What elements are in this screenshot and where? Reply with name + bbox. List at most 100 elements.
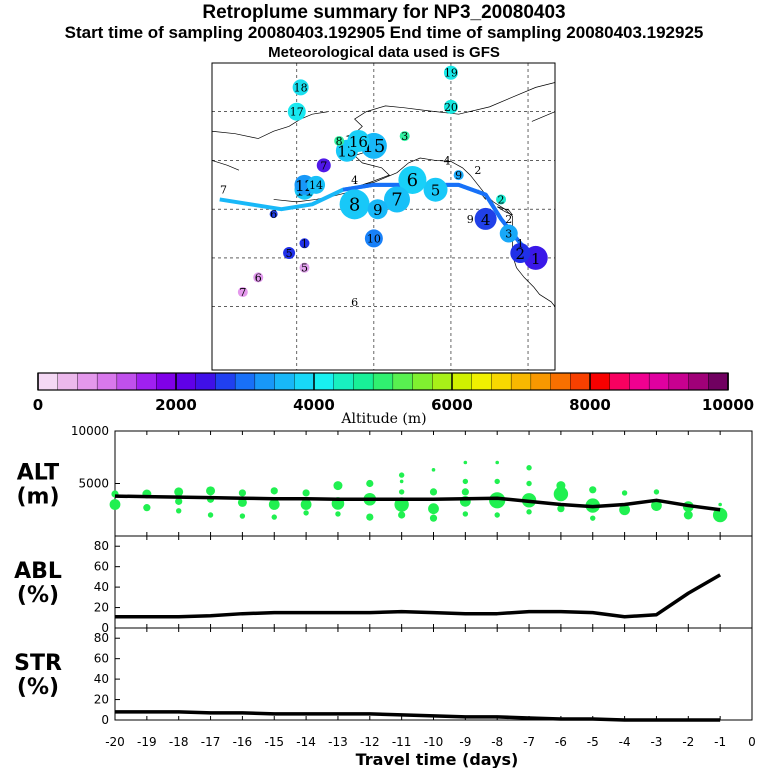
map-cluster-label: 7: [220, 184, 227, 197]
map-cluster-20: 20: [443, 99, 458, 114]
map-cluster-circle: [237, 287, 248, 298]
y-tick-label: 0: [101, 621, 109, 635]
map-cluster-9: 9: [367, 199, 388, 220]
coastline: [497, 206, 513, 216]
map-cluster-label: 14: [309, 179, 323, 192]
panel-alt: 5000 10000 ALT(m): [16, 424, 753, 537]
series-line-abl: [115, 573, 722, 619]
map-cluster-label: 5: [286, 247, 293, 260]
alt-dot: [143, 504, 151, 512]
alt-dot: [526, 465, 532, 471]
map-cluster-circle: [383, 186, 410, 213]
map-cluster-label: 2: [505, 213, 512, 226]
colorbar-swatch: [708, 372, 729, 391]
alt-dot: [398, 472, 405, 478]
alt-dot: [461, 488, 469, 496]
map-cluster-4: 4: [351, 174, 358, 187]
alt-dot: [553, 486, 569, 502]
alt-dot: [300, 499, 312, 510]
x-tick-label: 0: [748, 735, 756, 749]
x-tick-label: -2: [682, 735, 694, 749]
colorbar-swatch: [471, 372, 493, 391]
series-line-str: [115, 710, 721, 722]
panel-frame: [114, 627, 753, 721]
colorbar-tick-label: 8000: [569, 396, 611, 414]
colorbar-swatch: [372, 372, 394, 391]
map-cluster-19: 19: [443, 65, 458, 80]
y-tick-label: 20: [94, 601, 109, 615]
map-cluster-label: 18: [294, 81, 308, 94]
colorbar-tick-label: 10000: [702, 396, 754, 414]
y-tick-label: 5000: [78, 477, 109, 491]
colorbar-tick-label: 4000: [293, 396, 335, 414]
x-tick-label: -3: [650, 735, 662, 749]
alt-dot: [268, 499, 280, 510]
alt-dot: [494, 512, 500, 518]
y-tick-label: 80: [94, 631, 109, 645]
map-cluster-circle: [292, 79, 309, 96]
coastline: [211, 160, 240, 171]
map-cluster-14: 14: [307, 175, 326, 194]
map-cluster-3: 3: [499, 224, 518, 243]
map-cluster-circle: [253, 272, 264, 283]
colorbar-label: Altitude (m): [340, 411, 426, 427]
colorbar-swatch: [392, 372, 414, 391]
map-cluster-circle: [423, 177, 448, 202]
map-cluster-2: 2: [474, 164, 481, 177]
alt-dot: [239, 513, 246, 519]
map-cluster-circle: [283, 247, 296, 260]
panel-ylabel: ABL: [14, 559, 62, 584]
alt-dot: [683, 510, 693, 520]
colorbar-swatch: [254, 372, 276, 391]
alt-dot: [463, 460, 468, 465]
alt-dot: [398, 511, 406, 519]
colorbar-swatch: [648, 372, 670, 391]
map-cluster-3: 3: [399, 130, 410, 143]
alt-dot: [366, 513, 374, 521]
alt-dot: [494, 478, 500, 485]
map-cluster-circle: [269, 210, 278, 219]
map-cluster-label: 1: [517, 237, 524, 250]
y-tick-label: 20: [94, 693, 109, 707]
panel-ylabel: (m): [16, 485, 59, 510]
sampling-time-line: Start time of sampling 20080403.192905 E…: [64, 23, 704, 42]
alt-dot: [526, 509, 532, 515]
y-tick-label: 40: [94, 580, 109, 594]
map-cluster-label: 20: [444, 101, 458, 114]
alt-dot: [303, 510, 309, 516]
colorbar-swatch: [451, 372, 473, 391]
map-cluster-circle: [367, 199, 388, 220]
map-cluster-5: 5: [299, 262, 310, 275]
coastline: [211, 111, 328, 139]
map-cluster-9: 9: [453, 169, 464, 182]
map-cluster-circle: [510, 243, 531, 264]
alt-dot: [175, 497, 183, 505]
series-line-alt: [114, 494, 721, 512]
alt-dot: [428, 503, 439, 515]
x-tick-label: -13: [328, 735, 348, 749]
map-cluster-label: 5: [431, 182, 441, 200]
map-cluster-8: 8: [334, 135, 345, 148]
colorbar-swatch: [294, 372, 315, 391]
x-tick-label: -5: [587, 735, 599, 749]
map-cluster-label: 7: [320, 159, 327, 172]
map-cluster-label: 16: [349, 133, 368, 151]
map-cluster-9: 9: [467, 213, 474, 226]
panel-ylabel: (%): [17, 675, 59, 700]
y-tick-label: 80: [94, 539, 109, 553]
colorbar-swatch: [629, 372, 650, 391]
map-cluster-circle: [496, 194, 507, 205]
map-cluster-label: 8: [336, 135, 343, 148]
x-tick-label: -18: [169, 735, 189, 749]
map-cluster-7: 7: [316, 158, 331, 173]
x-tick-label: -20: [105, 735, 125, 749]
colorbar-swatch: [550, 372, 571, 391]
map-cluster-circle: [334, 135, 345, 146]
coastline: [531, 111, 556, 122]
alt-dot: [653, 489, 660, 495]
y-tick-label: 10000: [71, 424, 109, 438]
map-cluster-label: 9: [467, 213, 474, 226]
y-tick-label: 60: [94, 652, 109, 666]
map-cluster-4: 4: [474, 207, 497, 230]
alt-dot: [237, 497, 247, 507]
